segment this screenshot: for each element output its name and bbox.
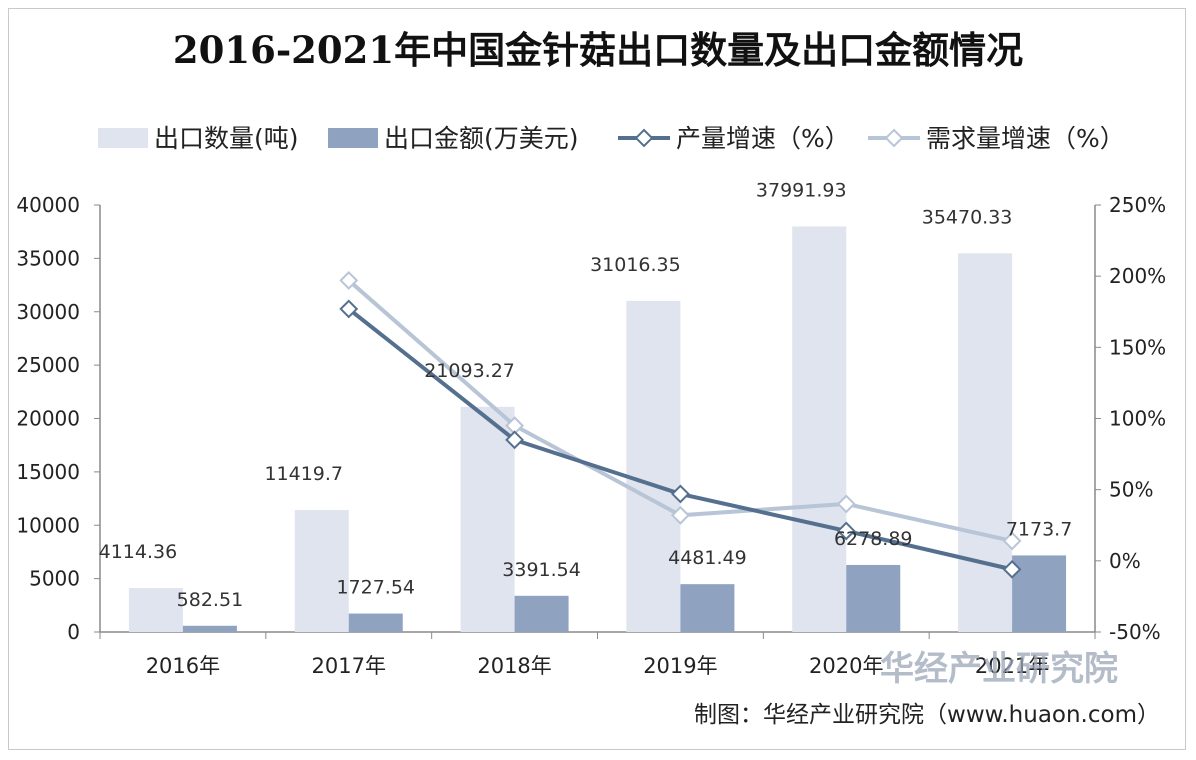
bar-export-volume bbox=[128, 588, 183, 632]
y-left-tick-label: 35000 bbox=[16, 246, 80, 270]
marker-output-growth bbox=[671, 484, 690, 504]
y-right-tick-label: 50% bbox=[1109, 478, 1153, 502]
lines bbox=[339, 271, 1022, 579]
data-label-export-volume: 21093.27 bbox=[424, 360, 515, 382]
bar-export-value bbox=[182, 625, 237, 632]
x-tick-label: 2018年 bbox=[477, 654, 551, 678]
marker-demand-growth bbox=[671, 505, 690, 525]
credit-text: 制图：华经产业研究院（www.huaon.com） bbox=[694, 702, 1160, 728]
marker-output-growth bbox=[1002, 559, 1022, 579]
y-right-tick-label: 250% bbox=[1109, 193, 1166, 217]
legend-label-demand-growth: 需求量增速（%） bbox=[926, 124, 1125, 153]
chart-frame bbox=[8, 8, 1186, 750]
y-left-tick-label: 40000 bbox=[16, 193, 80, 217]
bar-export-value bbox=[514, 595, 569, 632]
legend-label-export-value: 出口金额(万美元) bbox=[384, 124, 579, 153]
legend-marker bbox=[884, 128, 904, 148]
marker-output-growth bbox=[339, 299, 359, 319]
x-tick-label: 2020年 bbox=[809, 654, 883, 678]
bar-export-volume bbox=[626, 300, 681, 632]
bar-export-volume bbox=[460, 406, 515, 632]
y-left-tick-label: 30000 bbox=[16, 300, 80, 324]
x-tick-label: 2021年 bbox=[975, 654, 1049, 678]
y-right-tick-label: -50% bbox=[1109, 620, 1161, 644]
bar-export-volume bbox=[958, 253, 1013, 632]
bar-export-value bbox=[348, 613, 403, 632]
y-left-tick-label: 10000 bbox=[16, 513, 80, 537]
marker-demand-growth bbox=[1002, 531, 1022, 551]
data-label-export-value: 6278.89 bbox=[834, 528, 913, 550]
bar-export-value bbox=[680, 584, 735, 632]
bars bbox=[128, 226, 1067, 632]
y-left-tick-label: 0 bbox=[67, 620, 80, 644]
legend-swatch-export-volume bbox=[98, 128, 148, 148]
bar-export-volume bbox=[792, 226, 847, 632]
axes: 0 5000 10000 15000 20000 25000 30000 35000 40000… bbox=[16, 193, 1166, 678]
legend: 出口数量(吨) 出口金额(万美元) 产量增速（%） 需求量增速（%） bbox=[98, 124, 1125, 153]
bar-export-volume bbox=[294, 510, 349, 632]
marker-demand-growth bbox=[339, 271, 359, 290]
data-label-export-volume: 31016.35 bbox=[590, 254, 681, 276]
data-label-export-value: 7173.7 bbox=[1006, 518, 1072, 540]
x-tick-label: 2016年 bbox=[146, 654, 220, 678]
legend-label-export-volume: 出口数量(吨) bbox=[154, 124, 299, 153]
bar-export-value bbox=[1012, 555, 1067, 632]
watermark: 华经产业研究院 bbox=[880, 649, 1118, 689]
y-left-tick-label: 15000 bbox=[16, 460, 80, 484]
marker-demand-growth bbox=[836, 494, 856, 514]
data-label-export-volume: 35470.33 bbox=[922, 206, 1013, 228]
legend-label-output-growth: 产量增速（%） bbox=[676, 124, 850, 153]
data-label-export-volume: 37991.93 bbox=[756, 179, 847, 201]
y-right-tick-label: 0% bbox=[1109, 549, 1141, 573]
x-tick-label: 2019年 bbox=[643, 654, 717, 678]
chart-title: 2016-2021年中国金针菇出口数量及出口金额情况 bbox=[172, 28, 1024, 72]
y-right-tick-label: 200% bbox=[1109, 264, 1166, 288]
data-label-export-volume: 11419.7 bbox=[264, 463, 343, 485]
legend-marker bbox=[634, 128, 654, 148]
bar-export-value bbox=[846, 564, 901, 632]
y-left-tick-label: 20000 bbox=[16, 407, 80, 431]
y-left-tick-label: 25000 bbox=[16, 353, 80, 377]
marker-output-growth bbox=[836, 521, 856, 541]
data-label-export-value: 582.51 bbox=[177, 589, 243, 611]
x-tick-label: 2017年 bbox=[312, 654, 386, 678]
data-label-export-value: 3391.54 bbox=[502, 559, 581, 581]
y-right-tick-label: 100% bbox=[1109, 407, 1166, 431]
data-label-export-volume: 4114.36 bbox=[99, 541, 178, 563]
data-label-export-value: 4481.49 bbox=[668, 547, 747, 569]
data-labels: 4114.36 582.51 11419.7 1727.54 21093.27 3391.… bbox=[99, 179, 1073, 610]
legend-swatch-export-value bbox=[328, 128, 378, 148]
y-right-tick-label: 150% bbox=[1109, 335, 1166, 359]
marker-output-growth bbox=[505, 430, 524, 450]
y-left-tick-label: 5000 bbox=[29, 567, 80, 591]
data-label-export-value: 1727.54 bbox=[336, 577, 415, 599]
